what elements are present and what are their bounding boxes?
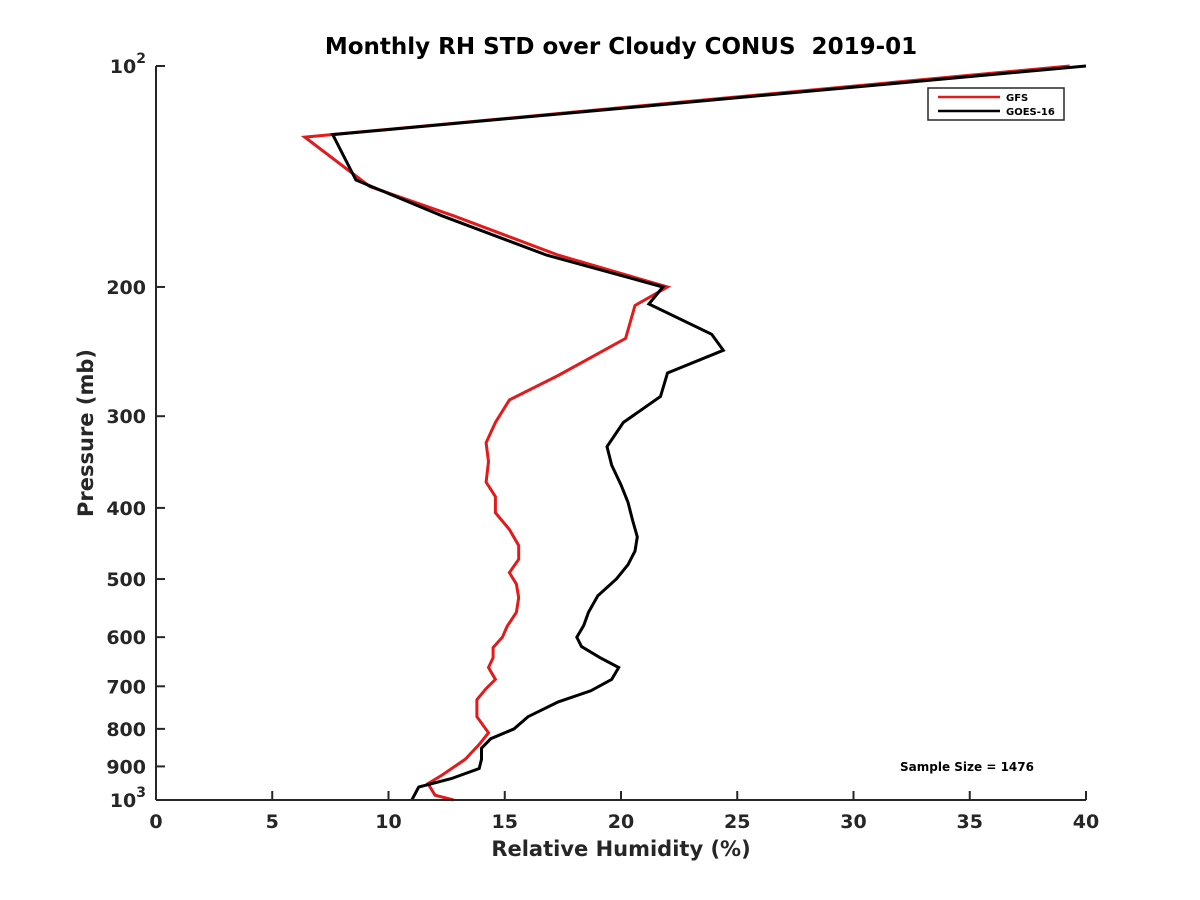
y-tick-label-base: 700 xyxy=(106,676,146,698)
y-tick-label: 700 xyxy=(106,676,146,698)
x-tick-label: 40 xyxy=(1073,811,1099,833)
legend-box xyxy=(927,87,1065,121)
x-tick-label: 30 xyxy=(840,811,866,833)
x-tick-label: 10 xyxy=(375,811,401,833)
y-tick-label-base: 500 xyxy=(106,569,146,591)
y-tick-label: 800 xyxy=(106,719,146,741)
chart-title: Monthly RH STD over Cloudy CONUS 2019-01 xyxy=(325,34,917,60)
y-tick-label: 600 xyxy=(106,627,146,649)
legend-label-goes-16: GOES-16 xyxy=(1006,107,1055,118)
series-line-gfs xyxy=(300,64,1070,802)
series-line-goes-16 xyxy=(330,64,1087,801)
y-tick-label-base: 900 xyxy=(106,756,146,778)
y-tick-label-base: 800 xyxy=(106,719,146,741)
y-tick-label-base: 10 xyxy=(110,56,136,78)
x-axis-title: Relative Humidity (%) xyxy=(491,837,750,861)
x-tick-label: 5 xyxy=(266,811,279,833)
y-tick-label-exponent: 2 xyxy=(136,51,146,67)
legend-label-gfs: GFS xyxy=(1006,93,1028,104)
x-tick-label: 35 xyxy=(957,811,983,833)
y-tick-label-exponent: 3 xyxy=(136,785,146,801)
y-tick-label: 400 xyxy=(106,498,146,520)
y-tick-label: 500 xyxy=(106,569,146,591)
y-tick-label-base: 200 xyxy=(106,277,146,299)
y-tick-label-base: 300 xyxy=(106,406,146,428)
y-tick-label: 102 xyxy=(110,51,146,78)
y-tick-label: 103 xyxy=(110,785,146,812)
x-tick-label: 20 xyxy=(608,811,634,833)
y-tick-label-base: 600 xyxy=(106,627,146,649)
y-tick-label-base: 400 xyxy=(106,498,146,520)
axes: 0 5 10 15 20 25 30 35 40102200300400500600700800… xyxy=(106,51,1099,833)
y-axis-title: Pressure (mb) xyxy=(74,349,98,517)
x-tick-label: 15 xyxy=(492,811,518,833)
plot-marks xyxy=(300,64,1087,802)
x-tick-label: 25 xyxy=(724,811,750,833)
y-tick-label-base: 10 xyxy=(110,790,136,812)
sample-size-annotation: Sample Size = 1476 xyxy=(900,760,1034,774)
y-tick-label: 200 xyxy=(106,277,146,299)
y-tick-label: 300 xyxy=(106,406,146,428)
legend: GFS GOES-16 xyxy=(927,87,1065,121)
x-tick-label: 0 xyxy=(149,811,162,833)
y-tick-label: 900 xyxy=(106,756,146,778)
